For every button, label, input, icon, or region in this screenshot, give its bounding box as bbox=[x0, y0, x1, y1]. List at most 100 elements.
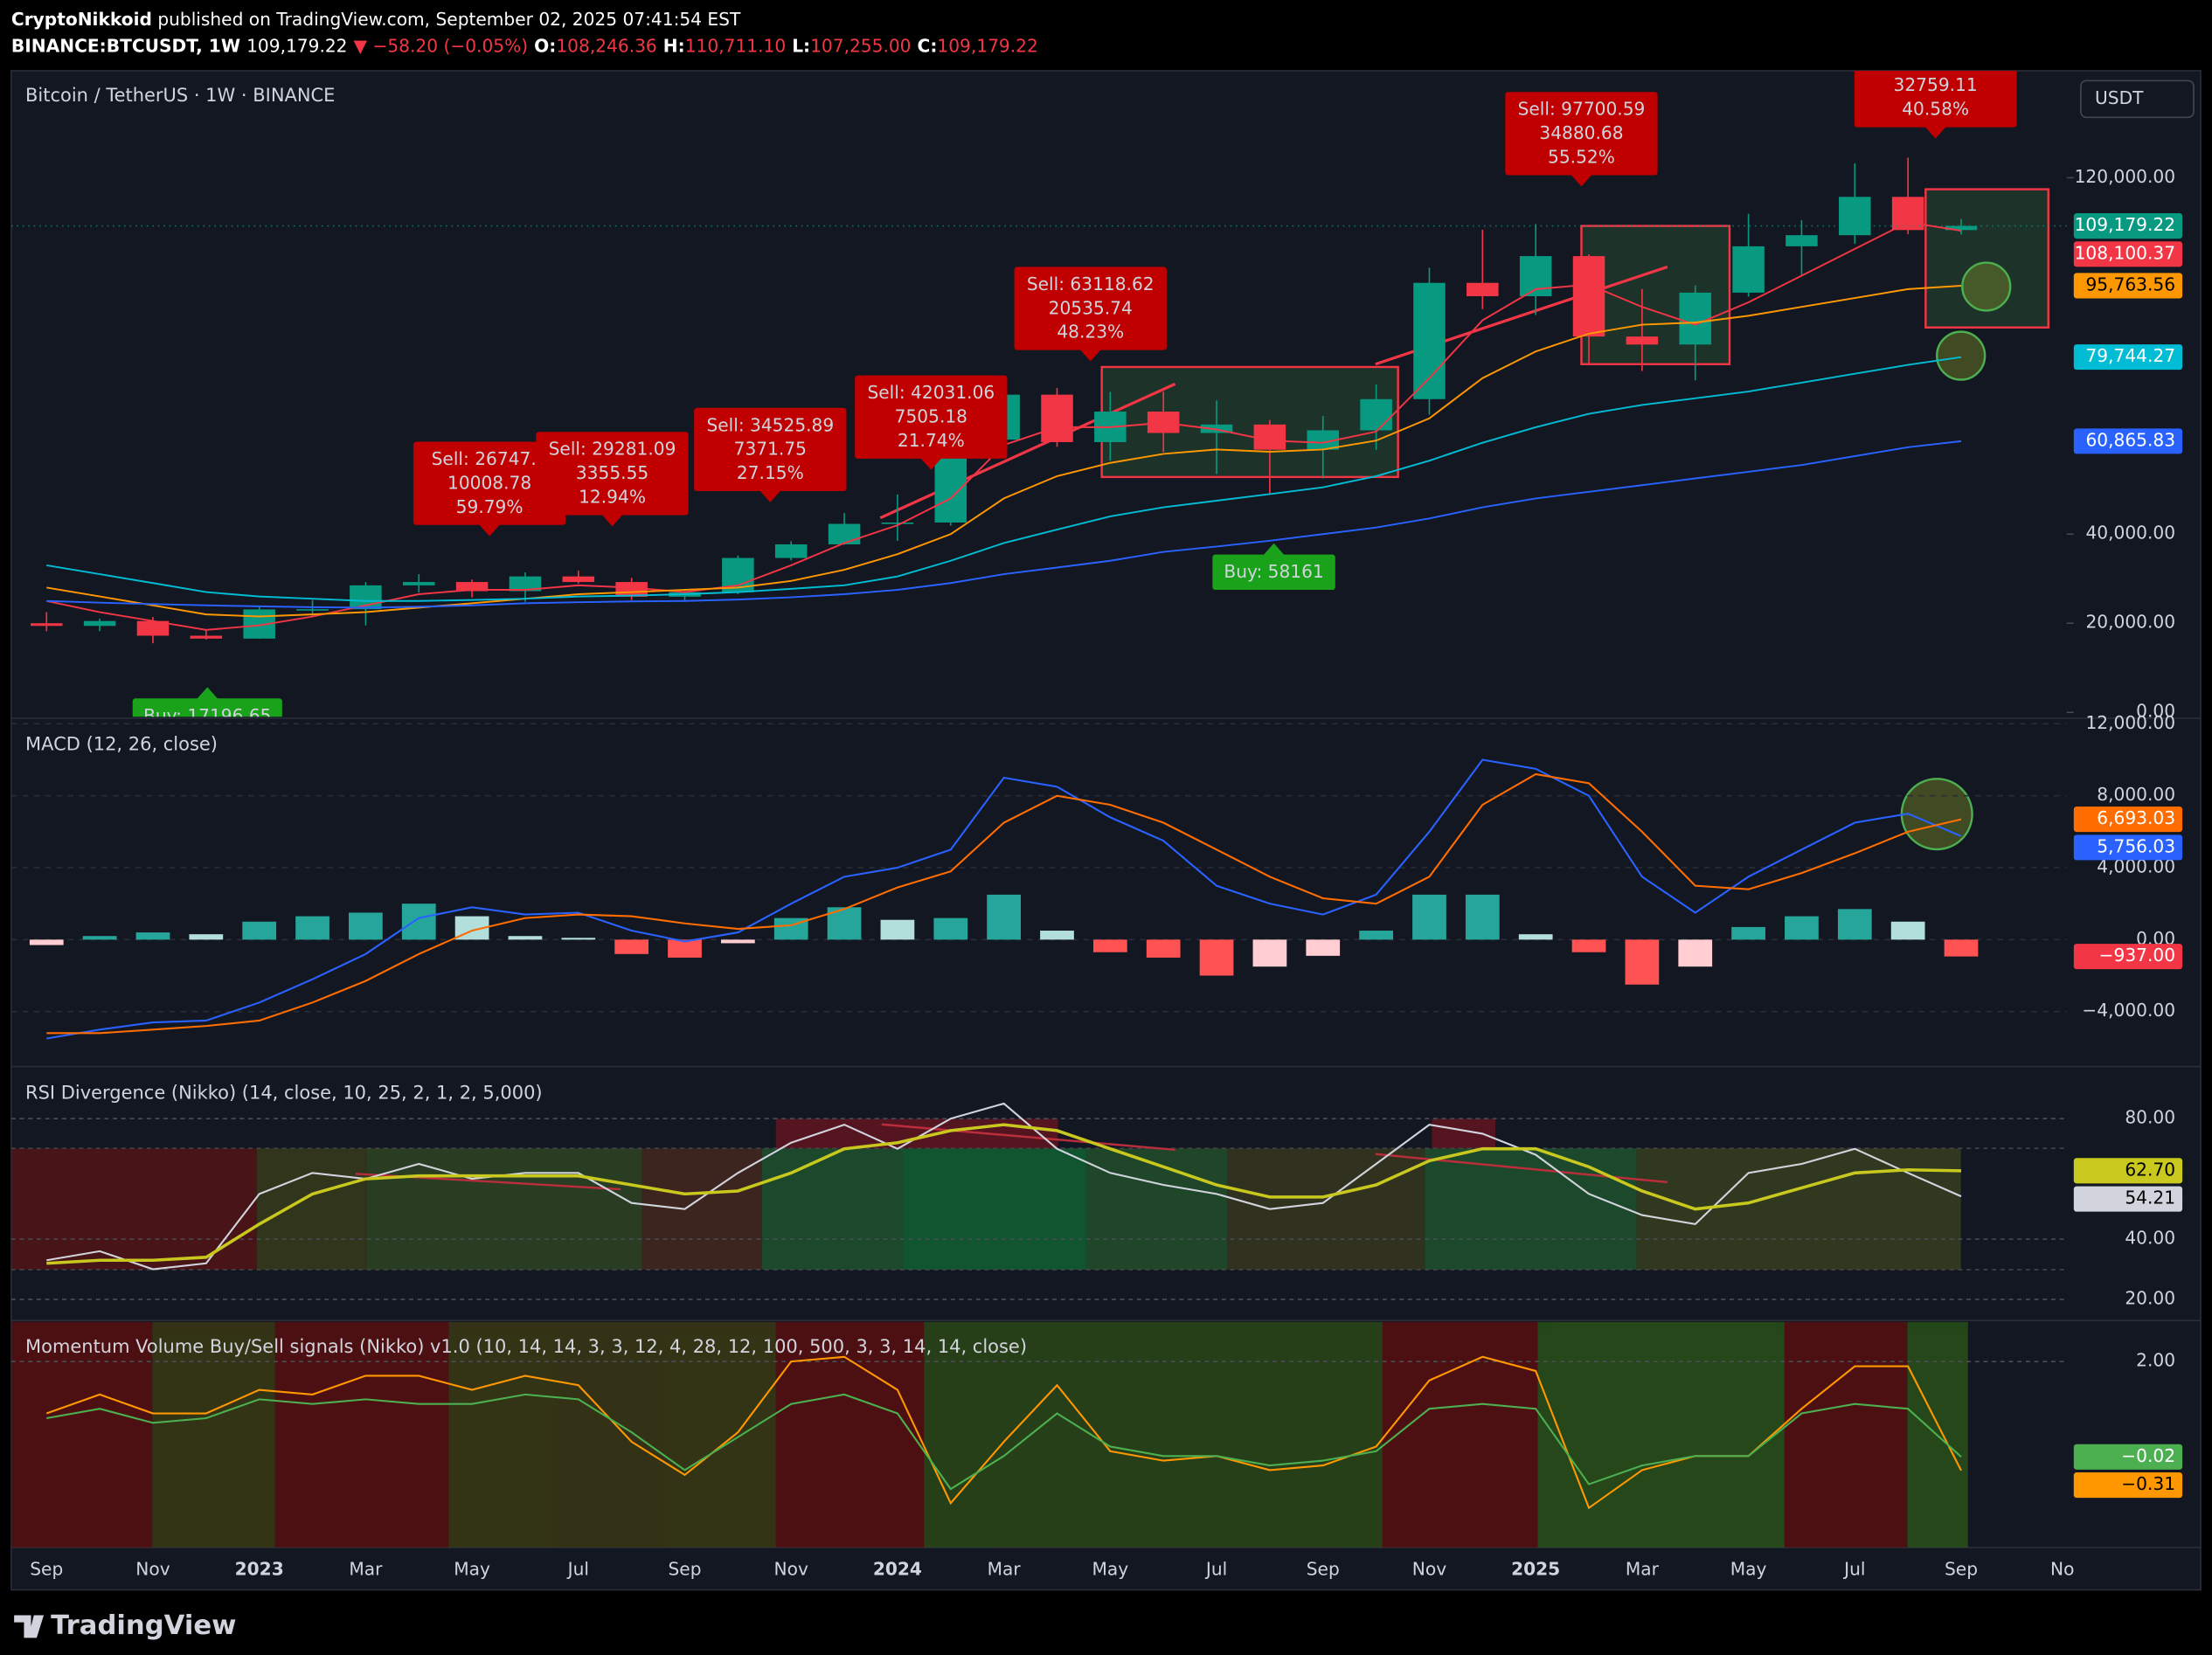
histogram-bar bbox=[1146, 939, 1181, 958]
indicator-line bbox=[45, 1355, 1962, 1510]
x-tick-label: Mar bbox=[988, 1558, 1022, 1579]
price-label-box bbox=[2073, 1186, 2183, 1212]
pane-title: Momentum Volume Buy/Sell signals (Nikko)… bbox=[25, 1336, 1027, 1357]
candle-body bbox=[1467, 282, 1499, 296]
sell-signal: Sell: 42031.06 7505.18 21.74% bbox=[855, 375, 1008, 470]
price-label: 62.70 bbox=[2125, 1159, 2175, 1180]
signal-text: Sell: 29281.09 bbox=[549, 439, 676, 460]
signal-pointer bbox=[1570, 173, 1593, 187]
pane-title: Bitcoin / TetherUS · 1W · BINANCE bbox=[25, 85, 335, 106]
signal-pointer bbox=[1078, 348, 1102, 362]
ohlc-key: H: bbox=[663, 35, 685, 56]
range-box bbox=[1100, 365, 1399, 479]
signal-box bbox=[694, 407, 847, 492]
signal-pointer bbox=[1924, 125, 1947, 139]
y-tick-label: 20,000.00 bbox=[2085, 612, 2175, 633]
x-tick-label: Sep bbox=[30, 1558, 63, 1579]
price-label: 60,865.83 bbox=[2085, 429, 2175, 450]
range-box bbox=[1924, 188, 2049, 329]
moving-average bbox=[46, 356, 1962, 602]
zone bbox=[775, 1118, 1058, 1149]
x-tick-label: 2024 bbox=[873, 1558, 922, 1579]
signal-text: Sell: 63118.62 bbox=[1027, 274, 1155, 294]
signal-text: Buy: 58161 bbox=[1224, 561, 1323, 582]
candle-body bbox=[402, 582, 435, 585]
signal-text: Sell: 97700.59 bbox=[1518, 99, 1646, 120]
x-tick-label: 2023 bbox=[235, 1558, 284, 1579]
histogram-bar bbox=[1731, 926, 1765, 940]
signal-pointer bbox=[759, 489, 782, 502]
ohlc-key: O: bbox=[534, 35, 556, 56]
signal-box bbox=[536, 432, 689, 516]
candle-body bbox=[1519, 256, 1552, 296]
zone bbox=[1382, 1321, 1538, 1548]
histogram-bar bbox=[614, 939, 649, 954]
x-tick-label: Sep bbox=[1307, 1558, 1340, 1579]
indicator-line bbox=[46, 758, 1962, 1040]
histogram-bar bbox=[1625, 939, 1660, 985]
candle-body bbox=[828, 523, 861, 544]
price-label: 109,179.22 bbox=[2075, 214, 2175, 235]
signal-pointer bbox=[600, 513, 624, 527]
signal-text: 7505.18 bbox=[895, 406, 967, 427]
y-tick-label: 80.00 bbox=[2125, 1107, 2175, 1128]
change: ▼ −58.20 (−0.05%) bbox=[354, 35, 529, 56]
candle-body bbox=[1307, 430, 1340, 450]
histogram-bar bbox=[1359, 931, 1393, 940]
sell-signal: Sell: 63118.62 20535.74 48.23% bbox=[1014, 267, 1167, 362]
zone bbox=[10, 1148, 257, 1271]
zone bbox=[1425, 1148, 1637, 1271]
histogram-bar bbox=[135, 932, 170, 940]
y-tick-label: 20.00 bbox=[2125, 1288, 2175, 1309]
pane: Sell: 26747.7 10008.78 59.79% Sell: 29281.0… bbox=[10, 71, 2067, 717]
price-label-box bbox=[2073, 428, 2183, 454]
histogram-bar bbox=[1678, 939, 1713, 967]
signal-box bbox=[855, 375, 1008, 459]
candle-body bbox=[1360, 398, 1392, 431]
buy-signal: Buy: 17196.65 bbox=[132, 687, 282, 717]
zone bbox=[1537, 1321, 1785, 1548]
zone bbox=[761, 1148, 904, 1271]
y-tick-label: 0.00 bbox=[2136, 701, 2175, 722]
signal-box bbox=[1014, 267, 1167, 350]
signal-text: 32759.11 bbox=[1894, 74, 1978, 95]
histogram-bar bbox=[880, 919, 915, 940]
histogram-bar bbox=[720, 939, 755, 944]
x-tick-label: Jul bbox=[566, 1558, 589, 1579]
histogram-bar bbox=[561, 938, 596, 940]
zone bbox=[1085, 1148, 1228, 1271]
y-tick-label: 12,000.00 bbox=[2085, 712, 2175, 733]
pane-title: MACD (12, 26, close) bbox=[25, 734, 218, 755]
ohlc-key: L: bbox=[792, 35, 810, 56]
price-label-box bbox=[2073, 1158, 2183, 1184]
header-line: CryptoNikkoid published on TradingView.c… bbox=[11, 8, 741, 29]
currency[interactable]: USDT bbox=[2095, 87, 2144, 108]
histogram-bar bbox=[1465, 894, 1500, 940]
price-label-box bbox=[2073, 1472, 2183, 1499]
signal-text: 48.23% bbox=[1057, 322, 1124, 343]
currency-button[interactable] bbox=[2080, 80, 2195, 119]
histogram-bar bbox=[242, 921, 277, 940]
signal-pointer bbox=[478, 523, 502, 537]
x-tick-label: Mar bbox=[349, 1558, 383, 1579]
zone bbox=[641, 1148, 762, 1271]
y-tick-label: 2.00 bbox=[2136, 1350, 2175, 1371]
buy-signal: Buy: 58161 bbox=[1212, 543, 1335, 591]
candle-body bbox=[1413, 282, 1446, 399]
price-label-box bbox=[2073, 273, 2183, 299]
zone bbox=[1227, 1148, 1425, 1271]
y-tick-label: 8,000.00 bbox=[2097, 784, 2175, 805]
zone bbox=[274, 1321, 449, 1548]
price-label: 6,693.03 bbox=[2097, 807, 2175, 828]
signal-box bbox=[132, 698, 282, 717]
price-label: 54.21 bbox=[2125, 1188, 2175, 1208]
signal-text: Sell: 42031.06 bbox=[867, 382, 995, 403]
histogram-bar bbox=[1890, 921, 1925, 940]
zone bbox=[448, 1321, 776, 1548]
zone bbox=[10, 1321, 153, 1548]
price-label-box bbox=[2073, 344, 2183, 370]
price-label: −0.02 bbox=[2121, 1445, 2175, 1466]
ohlc-value: 110,711.10 bbox=[685, 35, 786, 56]
